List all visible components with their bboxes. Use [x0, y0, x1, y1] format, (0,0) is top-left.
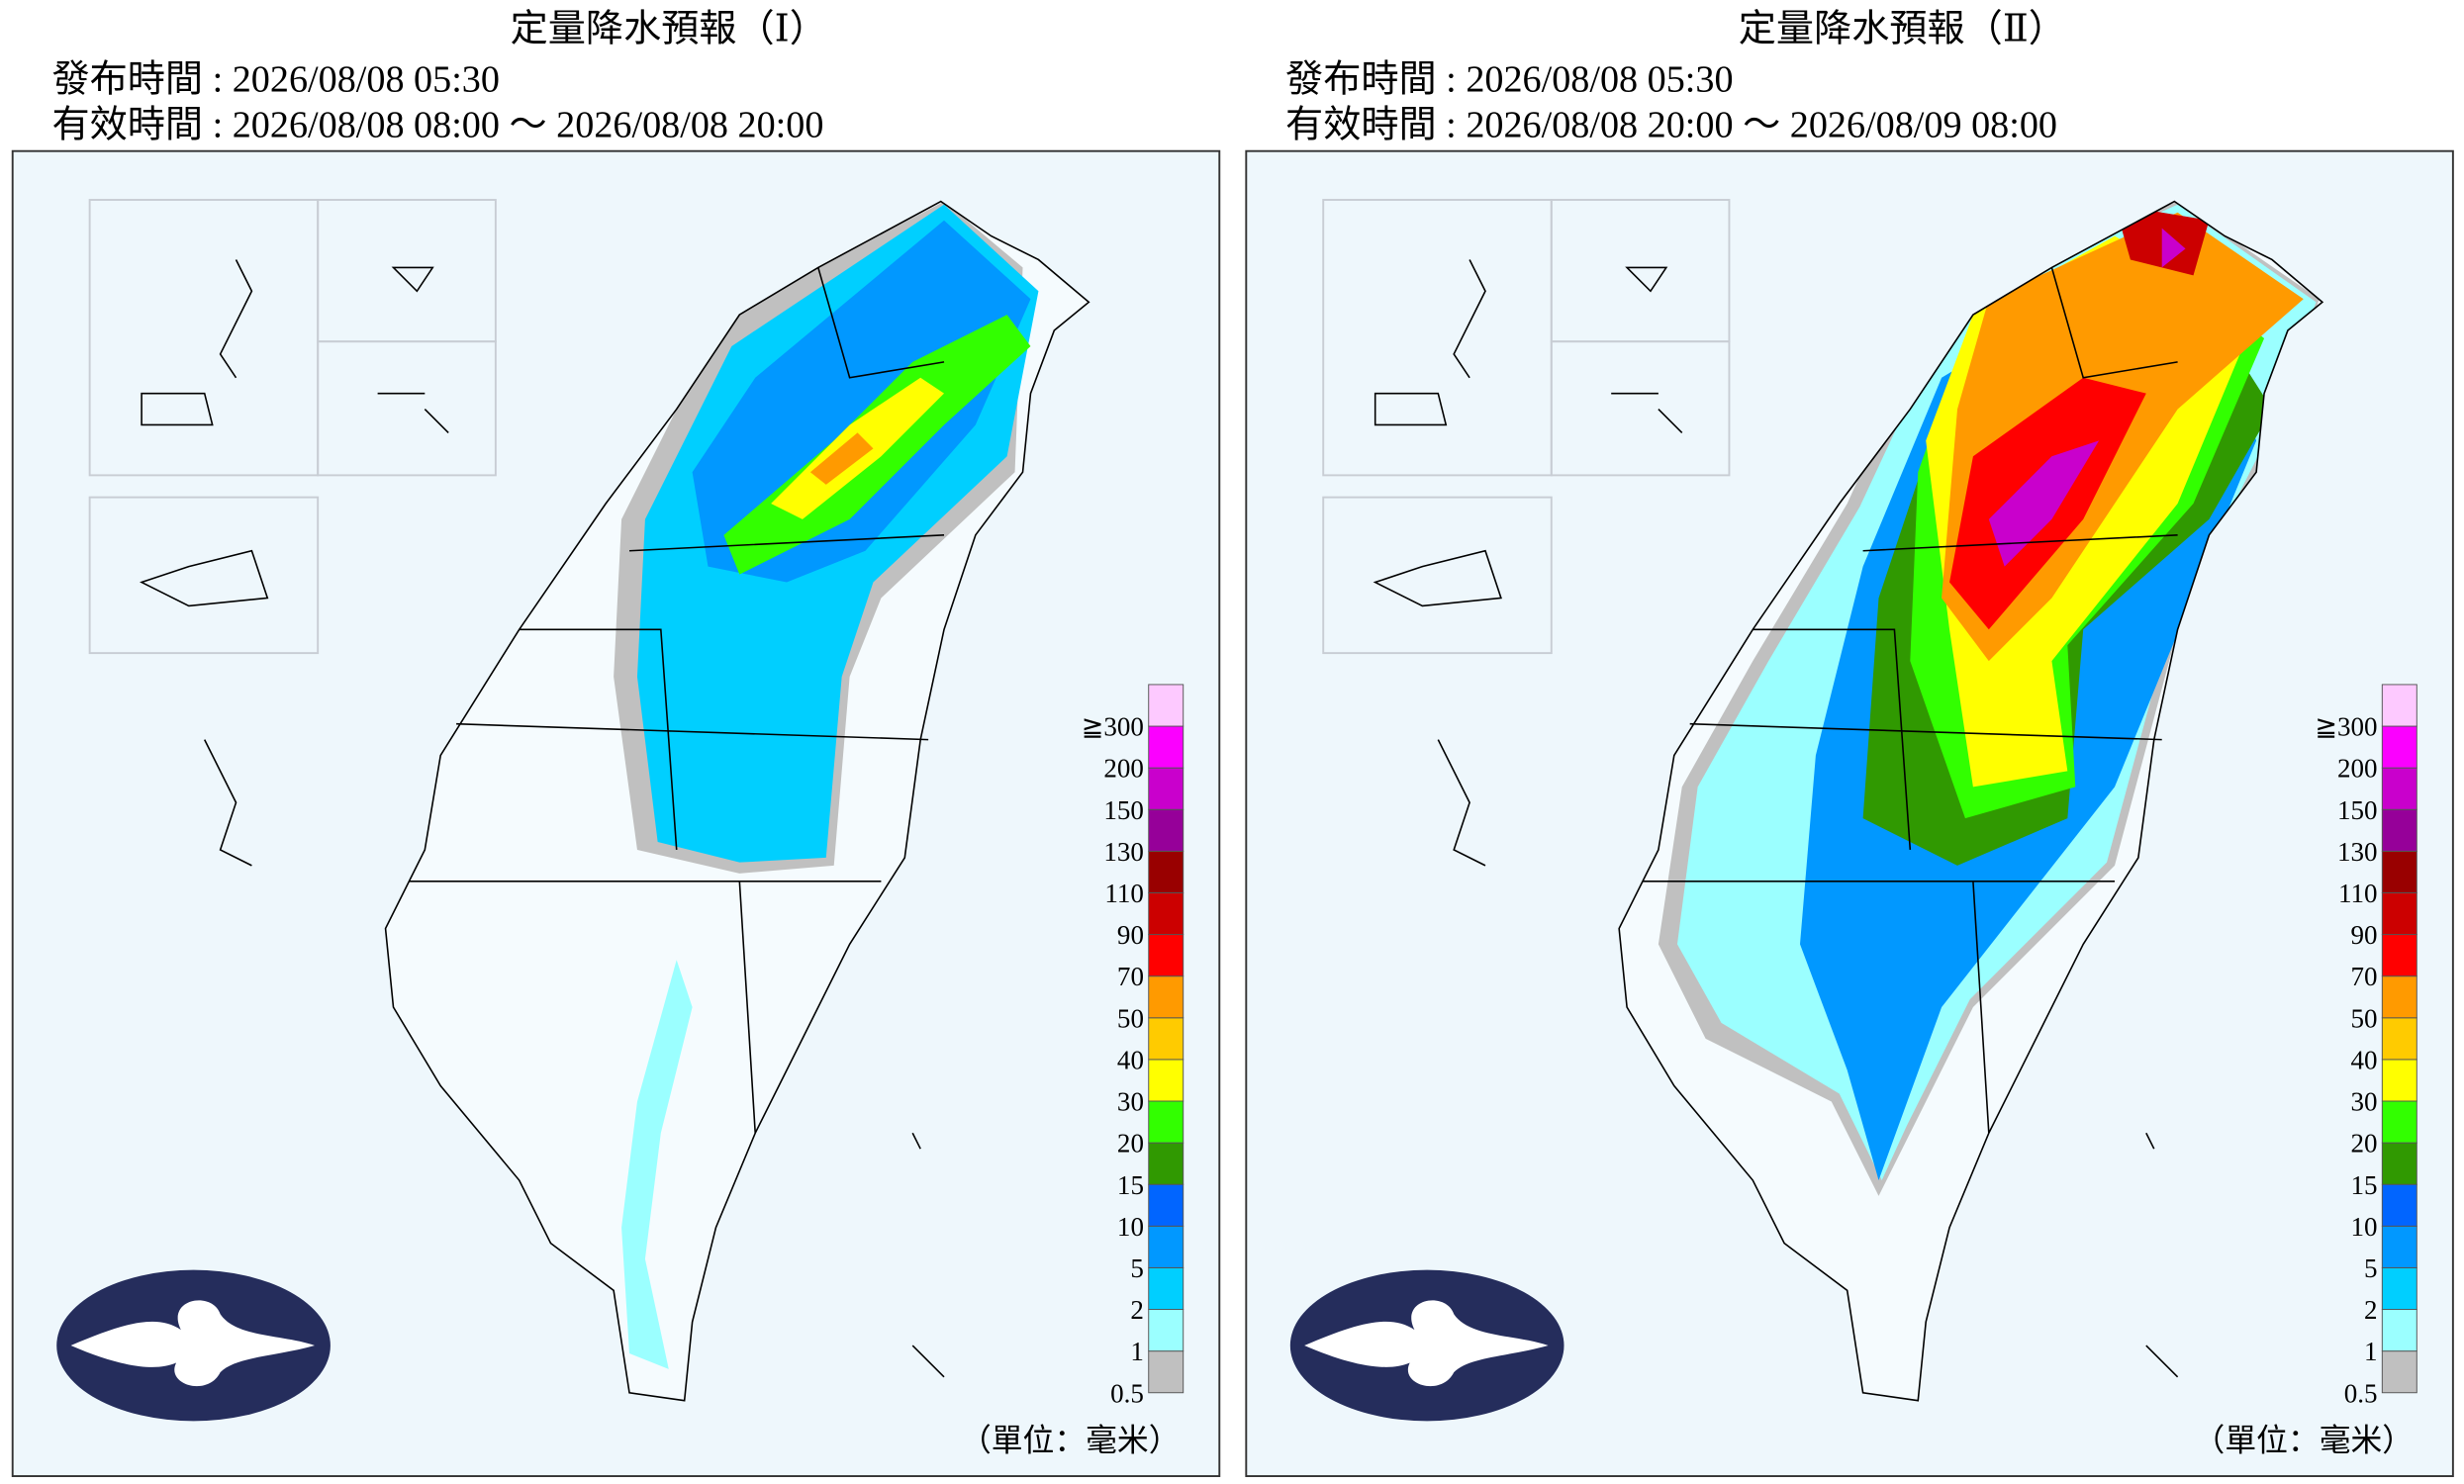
legend-swatch — [1148, 808, 1185, 852]
legend-label: 90 — [1117, 920, 1144, 950]
legend-swatch — [2381, 975, 2417, 1019]
legend-swatch — [1148, 975, 1185, 1019]
legend-label: 40 — [2351, 1045, 2378, 1074]
legend-label: 200 — [1103, 754, 1144, 784]
legend-label: 5 — [2364, 1253, 2378, 1283]
legend-swatch — [2381, 684, 2417, 727]
legend-label: 1 — [1130, 1337, 1144, 1366]
legend-label: 70 — [2351, 962, 2378, 991]
legend-swatch — [1148, 1017, 1185, 1061]
legend-swatch — [2381, 808, 2417, 852]
legend-swatch — [2381, 934, 2417, 977]
legend-label: 10 — [2351, 1212, 2378, 1242]
legend-label: 2 — [2364, 1295, 2378, 1325]
legend-label: ≧300 — [2315, 712, 2377, 742]
legend-label: 0.5 — [2344, 1378, 2378, 1408]
unit-label: （單位：毫米） — [2194, 1424, 2415, 1458]
legend-label: 50 — [2351, 1003, 2378, 1033]
legend-swatch — [1148, 1266, 1185, 1311]
legend-label: 50 — [1117, 1003, 1144, 1033]
legend-label: 200 — [2337, 754, 2378, 784]
legend-label: 10 — [1117, 1212, 1144, 1242]
legend-label: 150 — [2337, 795, 2378, 825]
legend-swatch — [2381, 1142, 2417, 1185]
legend-swatch — [1148, 1350, 1185, 1394]
legend-swatch — [2381, 725, 2417, 769]
legend-swatch — [2381, 1309, 2417, 1352]
legend-swatch — [1148, 725, 1185, 769]
valid-time: 有效時間 : 2026/08/08 08:00 ～ 2026/08/08 20:… — [51, 104, 823, 145]
legend-label: 0.5 — [1110, 1378, 1144, 1408]
legend-swatch — [2381, 1183, 2417, 1227]
legend-label: 20 — [2351, 1129, 2378, 1159]
legend-label: 130 — [2337, 837, 2378, 867]
legend-label: 110 — [2338, 879, 2378, 908]
legend-label: 110 — [1104, 879, 1144, 908]
legend-swatch — [1148, 684, 1185, 727]
legend-swatch — [1148, 1142, 1185, 1185]
legend-swatch — [1148, 1100, 1185, 1144]
legend-swatch — [2381, 850, 2417, 893]
legend-label: 90 — [2351, 920, 2378, 950]
legend-swatch — [2381, 1059, 2417, 1102]
issue-time: 發布時間 : 2026/08/08 05:30 — [1285, 58, 1734, 100]
legend-label: 15 — [2351, 1170, 2378, 1200]
legend-label: 150 — [1103, 795, 1144, 825]
legend-swatch — [2381, 1100, 2417, 1144]
panel-title: 定量降水預報（Ⅰ） — [511, 7, 827, 49]
legend-swatch — [2381, 1225, 2417, 1268]
issue-time: 發布時間 : 2026/08/08 05:30 — [51, 58, 500, 100]
legend-swatch — [2381, 1266, 2417, 1311]
legend-swatch — [2381, 891, 2417, 936]
legend-swatch — [2381, 767, 2417, 810]
legend-swatch — [1148, 934, 1185, 977]
legend-label: 130 — [1103, 837, 1144, 867]
legend-label: 40 — [1117, 1045, 1144, 1074]
legend-swatch — [1148, 1059, 1185, 1102]
legend-label: 1 — [2364, 1337, 2378, 1366]
legend-swatch — [2381, 1350, 2417, 1394]
legend-label: 2 — [1130, 1295, 1144, 1325]
panel-title: 定量降水預報（Ⅱ） — [1739, 7, 2066, 49]
unit-label: （單位：毫米） — [960, 1424, 1181, 1458]
legend-swatch — [1148, 767, 1185, 810]
legend-swatch — [1148, 1183, 1185, 1227]
legend-swatch — [1148, 850, 1185, 893]
legend-label: 30 — [2351, 1087, 2378, 1117]
legend-swatch — [2381, 1017, 2417, 1061]
rain-field — [1658, 201, 2320, 1196]
legend-swatch — [1148, 1225, 1185, 1268]
valid-time: 有效時間 : 2026/08/08 20:00 ～ 2026/08/09 08:… — [1285, 104, 2057, 145]
legend-swatch — [1148, 1309, 1185, 1352]
legend-label: 30 — [1117, 1087, 1144, 1117]
legend-label: 20 — [1117, 1129, 1144, 1159]
rain-field — [614, 201, 1039, 1369]
legend-label: 15 — [1117, 1170, 1144, 1200]
legend-label: ≧300 — [1082, 712, 1144, 742]
legend-label: 5 — [1130, 1253, 1144, 1283]
legend-label: 70 — [1117, 962, 1144, 991]
legend-swatch — [1148, 891, 1185, 936]
